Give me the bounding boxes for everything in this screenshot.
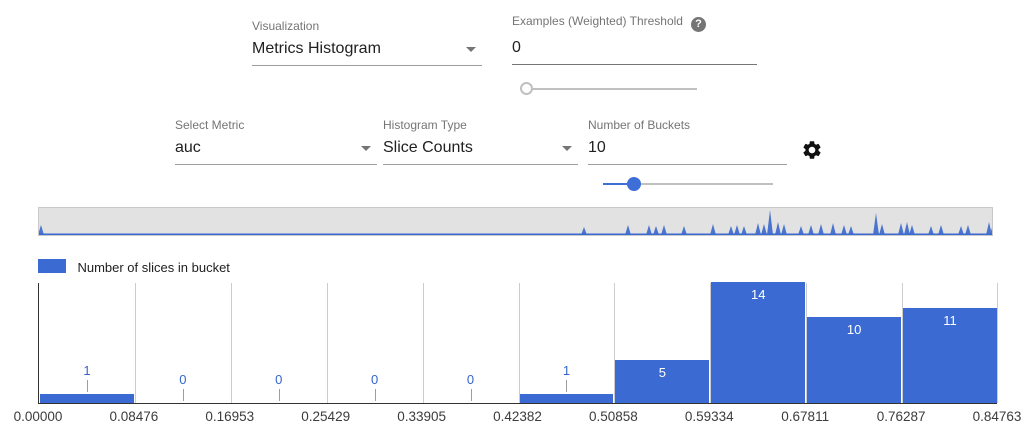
number-of-buckets-input[interactable]: 10 (588, 138, 787, 165)
histogram-bar[interactable] (519, 394, 614, 403)
label-leader-line (374, 389, 376, 401)
x-axis-tick-label: 0.33905 (397, 409, 446, 424)
buckets-slider-thumb[interactable] (626, 177, 641, 191)
bar-value-label: 0 (466, 372, 475, 387)
bar-value-label: 0 (371, 372, 379, 387)
settings-gear-icon[interactable] (801, 139, 823, 161)
gridline (422, 283, 424, 403)
chart-legend: Number of slices in bucket (38, 259, 230, 275)
slice-density-sparkline (39, 210, 992, 235)
gridline (614, 283, 616, 403)
examples-threshold-field: Examples (Weighted) Threshold? 0 (512, 14, 757, 65)
examples-threshold-label: Examples (Weighted) Threshold? (512, 14, 757, 32)
x-axis-tick-label: 0.59334 (684, 409, 734, 424)
histogram-type-value[interactable]: Slice Counts (383, 138, 578, 165)
histogram-bar[interactable] (615, 359, 710, 403)
bar-value-label: 14 (751, 287, 766, 302)
examples-threshold-slider[interactable] (520, 82, 697, 95)
gridline (518, 283, 520, 403)
x-axis-tick-label: 0.25429 (301, 409, 351, 424)
x-axis-tick-label: 0.42382 (493, 409, 542, 424)
number-of-buckets-field: Number of Buckets 10 (588, 118, 787, 165)
gridline (806, 283, 808, 403)
bar-value-label: 1 (562, 363, 571, 379)
gridline (326, 283, 328, 403)
bar-value-label: 10 (846, 321, 862, 337)
gridline (230, 283, 232, 403)
chevron-down-icon (562, 146, 572, 151)
help-icon[interactable]: ? (690, 17, 706, 32)
select-metric-dropdown[interactable]: Select Metric auc (175, 118, 377, 165)
gridline (997, 283, 998, 403)
select-metric-label: Select Metric (175, 118, 245, 132)
slider-fill (603, 183, 634, 185)
examples-threshold-input[interactable]: 0 (512, 38, 757, 65)
visualization-label: Visualization (252, 19, 320, 33)
chevron-down-icon (466, 47, 476, 52)
x-axis-tick-label: 0.16953 (205, 409, 255, 424)
label-leader-line (470, 389, 472, 401)
histogram-plot: 1 0 0 0 0 1 5 14 10 11 (38, 282, 998, 404)
histogram-bar[interactable] (903, 307, 997, 403)
bar-value-label: 0 (179, 372, 187, 387)
bar-value-label: 0 (275, 372, 283, 387)
x-axis-tick-label: 0.00000 (13, 409, 63, 424)
label-leader-line (278, 389, 280, 401)
label-leader-line (566, 380, 568, 393)
x-axis-tick-label: 0.84763 (972, 409, 1022, 424)
x-axis-tick-label: 0.76287 (876, 409, 926, 424)
x-axis-labels: 0.00000 0.08476 0.16953 0.25429 0.33905 0.423… (14, 409, 1022, 425)
bar-value-label: 11 (943, 312, 957, 328)
histogram-bar[interactable] (711, 282, 806, 403)
overview-brush[interactable] (38, 207, 993, 236)
x-axis-tick-label: 0.08476 (109, 409, 159, 424)
gridline (710, 283, 712, 403)
select-metric-selected: auc (175, 139, 201, 156)
number-of-buckets-label: Number of Buckets (588, 118, 691, 132)
bar-value-label: 1 (83, 363, 91, 379)
gridline (134, 283, 136, 403)
visualization-value[interactable]: Metrics Histogram (252, 39, 482, 66)
bar-value-label: 5 (658, 364, 666, 380)
legend-label: Number of slices in bucket (77, 260, 230, 275)
histogram-bar[interactable] (807, 316, 902, 403)
histogram-bar[interactable] (40, 394, 134, 403)
legend-swatch (38, 259, 66, 273)
gridline (902, 283, 904, 403)
chevron-down-icon (361, 146, 371, 151)
label-leader-line (182, 389, 184, 401)
x-axis-tick-label: 0.67811 (781, 409, 830, 424)
label-leader-line (86, 380, 88, 393)
visualization-selected: Metrics Histogram (252, 40, 381, 57)
visualization-dropdown[interactable]: Visualization Metrics Histogram (252, 19, 482, 66)
histogram-type-label: Histogram Type (383, 118, 467, 132)
number-of-buckets-slider[interactable] (603, 177, 773, 191)
histogram-type-selected: Slice Counts (383, 139, 473, 156)
threshold-slider-thumb[interactable] (520, 82, 533, 95)
histogram-type-dropdown[interactable]: Histogram Type Slice Counts (383, 118, 578, 165)
select-metric-value[interactable]: auc (175, 138, 377, 165)
x-axis-tick-label: 0.50858 (588, 409, 638, 424)
